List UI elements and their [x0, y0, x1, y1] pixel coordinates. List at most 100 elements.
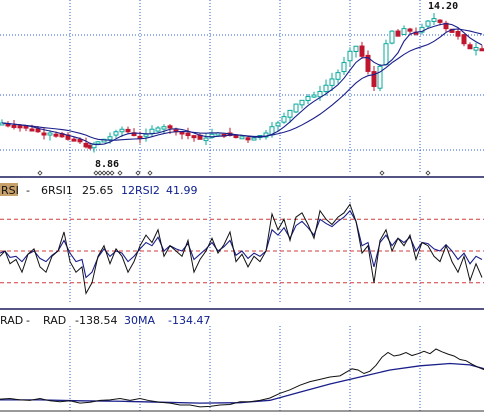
candle-body [395, 30, 401, 37]
rsi-panel [0, 196, 484, 310]
price-ma-12 [1, 28, 483, 141]
event-marker [37, 170, 43, 176]
candle-body [185, 132, 191, 137]
rad-ma-line [0, 362, 484, 404]
candle-body [47, 132, 53, 136]
candle-body [329, 78, 335, 86]
candle-body [71, 138, 77, 142]
candle-body [11, 124, 17, 128]
event-marker [425, 170, 431, 176]
candle-body [425, 20, 431, 27]
rad-name: RAD [43, 314, 66, 327]
rad-line [0, 348, 484, 408]
candle-body [287, 109, 293, 118]
candle-body [383, 43, 389, 66]
event-marker [101, 170, 107, 176]
rad-panel-label: RAD [0, 314, 23, 327]
candle-body [77, 139, 83, 143]
candle-body [311, 94, 317, 98]
candle-body [467, 44, 473, 50]
rad-value: -138.54 [75, 314, 117, 327]
candle-body [23, 125, 29, 129]
candle-body [359, 45, 365, 57]
candle-body [87, 144, 93, 149]
candle-body [401, 28, 407, 35]
rsi-dash: - [26, 184, 30, 197]
candle-body [431, 18, 437, 22]
candle-body [203, 137, 209, 142]
rsi1-value: 25.65 [82, 184, 114, 197]
rsi-label-highlight [0, 183, 18, 196]
rad-ma-value: -134.47 [168, 314, 210, 327]
candle-body [239, 136, 245, 140]
candle-body [143, 133, 149, 137]
rad-ma-name: 30MA [124, 314, 155, 327]
candle-body [245, 137, 251, 141]
candle-body [179, 131, 185, 135]
event-marker [135, 170, 141, 176]
candle-body [461, 34, 467, 45]
candle-body [191, 135, 197, 139]
candle-body [305, 96, 311, 102]
event-marker [97, 170, 103, 176]
candle-body [299, 99, 305, 106]
price-ma-5 [1, 23, 483, 146]
rsi2-name: 12RSI2 [121, 184, 160, 197]
candle-body [119, 128, 125, 133]
candle-body [419, 26, 425, 33]
candle-body [389, 30, 395, 44]
candle-body [317, 91, 323, 98]
rsi2-line [0, 209, 483, 279]
candle-body [209, 133, 215, 138]
event-marker [109, 170, 115, 176]
rsi2-value: 41.99 [166, 184, 198, 197]
event-marker [117, 170, 123, 176]
candle-body [17, 125, 23, 129]
candle-body [167, 125, 173, 129]
candle-body [107, 136, 113, 141]
rsi-panel-label: RSI [1, 184, 19, 197]
candle-body [455, 30, 461, 37]
rad-dash: - [26, 314, 30, 327]
candle-body [323, 84, 329, 93]
candle-body [149, 128, 155, 134]
candle-body [281, 116, 287, 123]
candle-body [53, 133, 59, 137]
rsi1-line [0, 203, 483, 295]
event-marker [379, 170, 385, 176]
candle-body [41, 132, 47, 136]
candle-body [275, 122, 281, 127]
event-marker [93, 170, 99, 176]
candle-body [161, 126, 167, 130]
candle-body [293, 103, 299, 113]
candle-body [263, 132, 269, 138]
price-panel [0, 0, 484, 178]
candle-body [125, 128, 131, 133]
candle-body [95, 141, 101, 145]
event-marker [105, 170, 111, 176]
candle-body [233, 135, 239, 139]
candle-body [347, 50, 353, 62]
candle-body [113, 131, 119, 136]
price-low-label: 8.86 [95, 159, 119, 170]
candle-body [407, 28, 413, 32]
rad-panel [0, 326, 484, 412]
candle-body [29, 128, 35, 132]
candle-body [353, 45, 359, 52]
candle-body [365, 54, 371, 72]
candle-body [83, 142, 89, 148]
price-high-label: 14.20 [428, 1, 458, 12]
candle-body [155, 127, 161, 132]
rsi1-name: 6RSI1 [41, 184, 73, 197]
candle-body [35, 128, 41, 133]
candle-body [377, 65, 383, 89]
candle-body [341, 62, 347, 73]
candle-body [251, 137, 257, 141]
event-marker [147, 170, 153, 176]
candle-body [371, 71, 377, 87]
candle-body [473, 47, 479, 51]
candle-body [335, 72, 341, 80]
candle-body [437, 19, 443, 23]
candle-body [479, 48, 484, 52]
